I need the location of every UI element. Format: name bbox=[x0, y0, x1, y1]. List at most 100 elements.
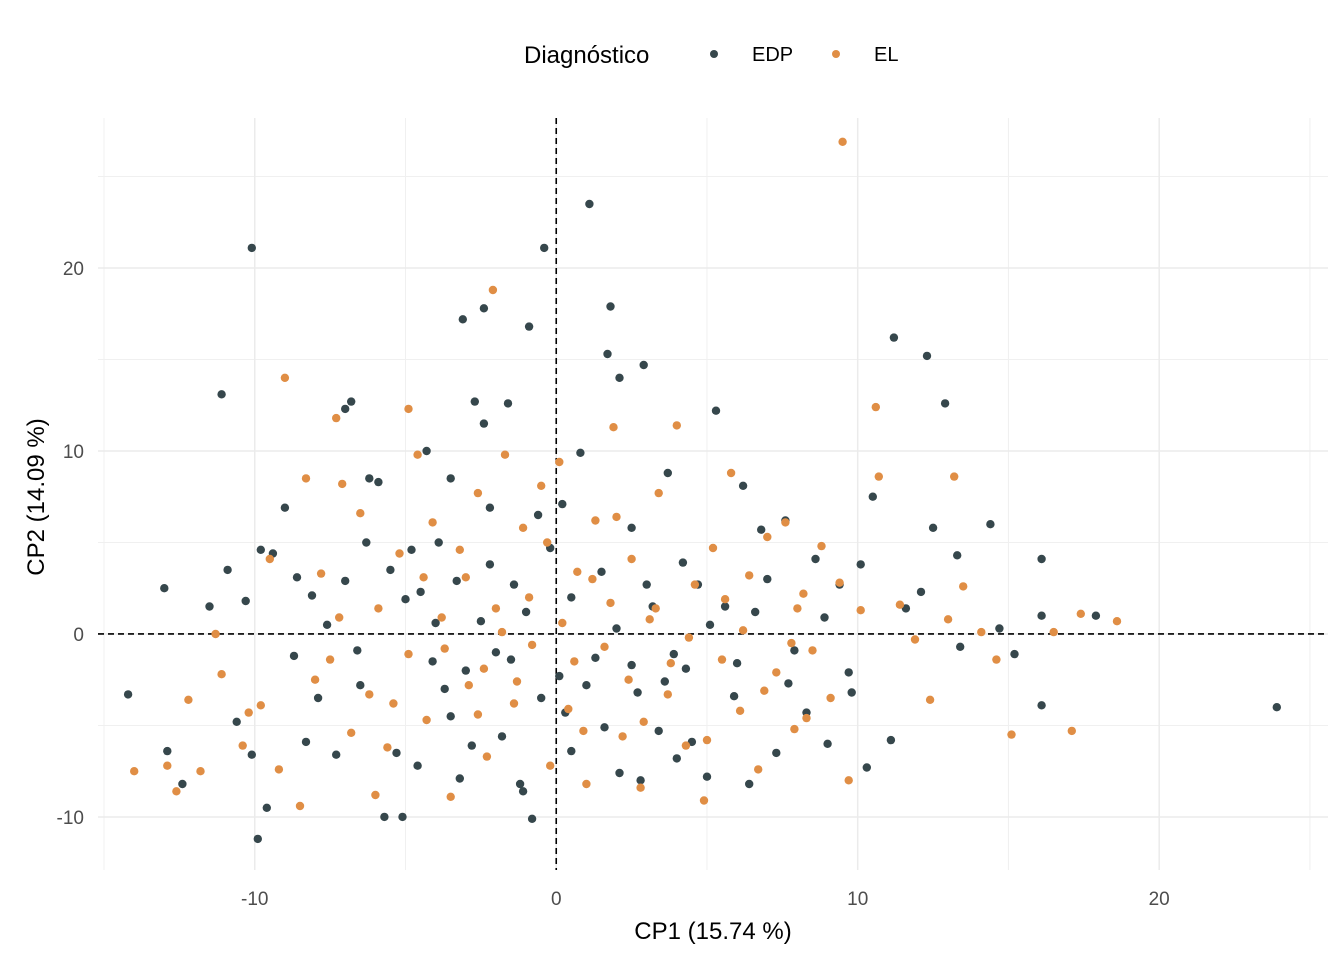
data-point-el bbox=[316, 569, 326, 578]
x-tick-label: -10 bbox=[241, 889, 268, 910]
data-point-edp bbox=[362, 538, 371, 547]
data-point-el bbox=[977, 627, 986, 637]
data-point-edp bbox=[446, 712, 455, 721]
data-point-edp bbox=[772, 748, 781, 758]
data-point-edp bbox=[567, 593, 576, 602]
data-point-el bbox=[699, 796, 709, 805]
data-point-el bbox=[356, 509, 365, 518]
data-point-edp bbox=[823, 739, 832, 748]
data-point-edp bbox=[479, 304, 489, 313]
reference-lines bbox=[98, 118, 1328, 870]
data-point-edp bbox=[672, 754, 681, 763]
data-point-edp bbox=[262, 803, 271, 812]
data-point-el bbox=[455, 545, 464, 554]
data-point-el bbox=[663, 690, 672, 699]
data-point-el bbox=[612, 512, 621, 522]
data-point-edp bbox=[461, 666, 470, 675]
data-point-edp bbox=[916, 587, 926, 597]
data-point-el bbox=[479, 664, 489, 673]
data-point-el bbox=[419, 573, 428, 582]
data-point-el bbox=[735, 706, 745, 715]
data-point-edp bbox=[627, 523, 636, 532]
data-point-edp bbox=[422, 446, 431, 456]
data-point-edp bbox=[356, 681, 365, 690]
data-point-edp bbox=[365, 474, 374, 483]
data-point-el bbox=[543, 538, 552, 547]
data-point-edp bbox=[956, 642, 965, 651]
data-point-el bbox=[310, 675, 320, 684]
data-point-el bbox=[524, 593, 534, 602]
data-point-edp bbox=[844, 668, 853, 677]
data-point-el bbox=[1076, 609, 1086, 618]
data-point-el bbox=[1049, 627, 1058, 637]
data-point-el bbox=[374, 604, 383, 613]
data-point-el bbox=[570, 657, 579, 666]
data-point-el bbox=[1067, 726, 1077, 736]
data-point-edp bbox=[232, 717, 241, 726]
data-point-edp bbox=[639, 360, 648, 370]
data-point-edp bbox=[585, 199, 594, 209]
data-point-el bbox=[708, 543, 718, 553]
data-point-edp bbox=[901, 604, 911, 613]
data-point-el bbox=[763, 532, 772, 542]
data-point-el bbox=[579, 726, 588, 736]
data-point-el bbox=[925, 695, 935, 704]
y-tick-label: 20 bbox=[63, 259, 84, 280]
data-point-el bbox=[395, 549, 404, 558]
data-point-edp bbox=[678, 558, 688, 567]
data-point-edp bbox=[485, 560, 495, 569]
data-point-el bbox=[217, 670, 226, 679]
data-point-el bbox=[636, 783, 645, 792]
data-point-edp bbox=[163, 746, 172, 756]
data-point-el bbox=[606, 598, 615, 608]
data-point-edp bbox=[455, 774, 464, 783]
data-point-edp bbox=[995, 624, 1004, 633]
data-point-edp bbox=[847, 688, 856, 697]
data-point-edp bbox=[527, 814, 537, 823]
x-tick-label: 0 bbox=[551, 889, 562, 910]
data-point-el bbox=[799, 589, 808, 598]
data-point-edp bbox=[313, 693, 323, 703]
data-point-el bbox=[874, 472, 883, 481]
data-point-el bbox=[844, 776, 853, 785]
data-point-el bbox=[573, 567, 582, 576]
data-point-el bbox=[856, 606, 865, 615]
data-point-el bbox=[461, 573, 470, 582]
data-point-el bbox=[244, 708, 253, 717]
data-point-edp bbox=[784, 679, 793, 688]
data-point-edp bbox=[738, 481, 748, 490]
data-point-edp bbox=[660, 677, 669, 686]
data-point-edp bbox=[576, 448, 585, 457]
data-point-edp bbox=[416, 587, 425, 597]
data-point-el bbox=[895, 600, 905, 609]
y-tick-label: 0 bbox=[73, 625, 84, 646]
data-point-el bbox=[491, 604, 501, 613]
data-point-el bbox=[482, 752, 492, 761]
data-point-edp bbox=[751, 607, 760, 617]
data-point-el bbox=[564, 704, 573, 714]
data-point-el bbox=[943, 615, 953, 624]
data-point-edp bbox=[431, 618, 440, 628]
data-point-edp bbox=[256, 545, 265, 554]
data-point-edp bbox=[503, 399, 513, 408]
data-point-el bbox=[280, 373, 290, 382]
data-point-el bbox=[130, 767, 139, 776]
data-point-el bbox=[537, 481, 546, 490]
data-point-el bbox=[497, 627, 507, 637]
x-tick-labels: -10 0 10 20 bbox=[241, 889, 1170, 910]
data-point-edp bbox=[241, 596, 250, 606]
data-point-edp bbox=[322, 620, 332, 629]
data-point-el bbox=[265, 554, 274, 564]
data-point-edp bbox=[476, 617, 486, 626]
legend: Diagnóstico EDP EL bbox=[524, 42, 898, 69]
data-point-edp bbox=[446, 474, 455, 483]
data-point-edp bbox=[711, 406, 721, 415]
data-point-el bbox=[790, 724, 799, 734]
data-point-edp bbox=[301, 737, 311, 747]
data-point-el bbox=[910, 635, 920, 644]
data-point-edp bbox=[603, 349, 612, 359]
data-point-edp bbox=[518, 787, 528, 796]
data-point-el bbox=[600, 642, 609, 651]
data-point-el bbox=[437, 613, 446, 622]
